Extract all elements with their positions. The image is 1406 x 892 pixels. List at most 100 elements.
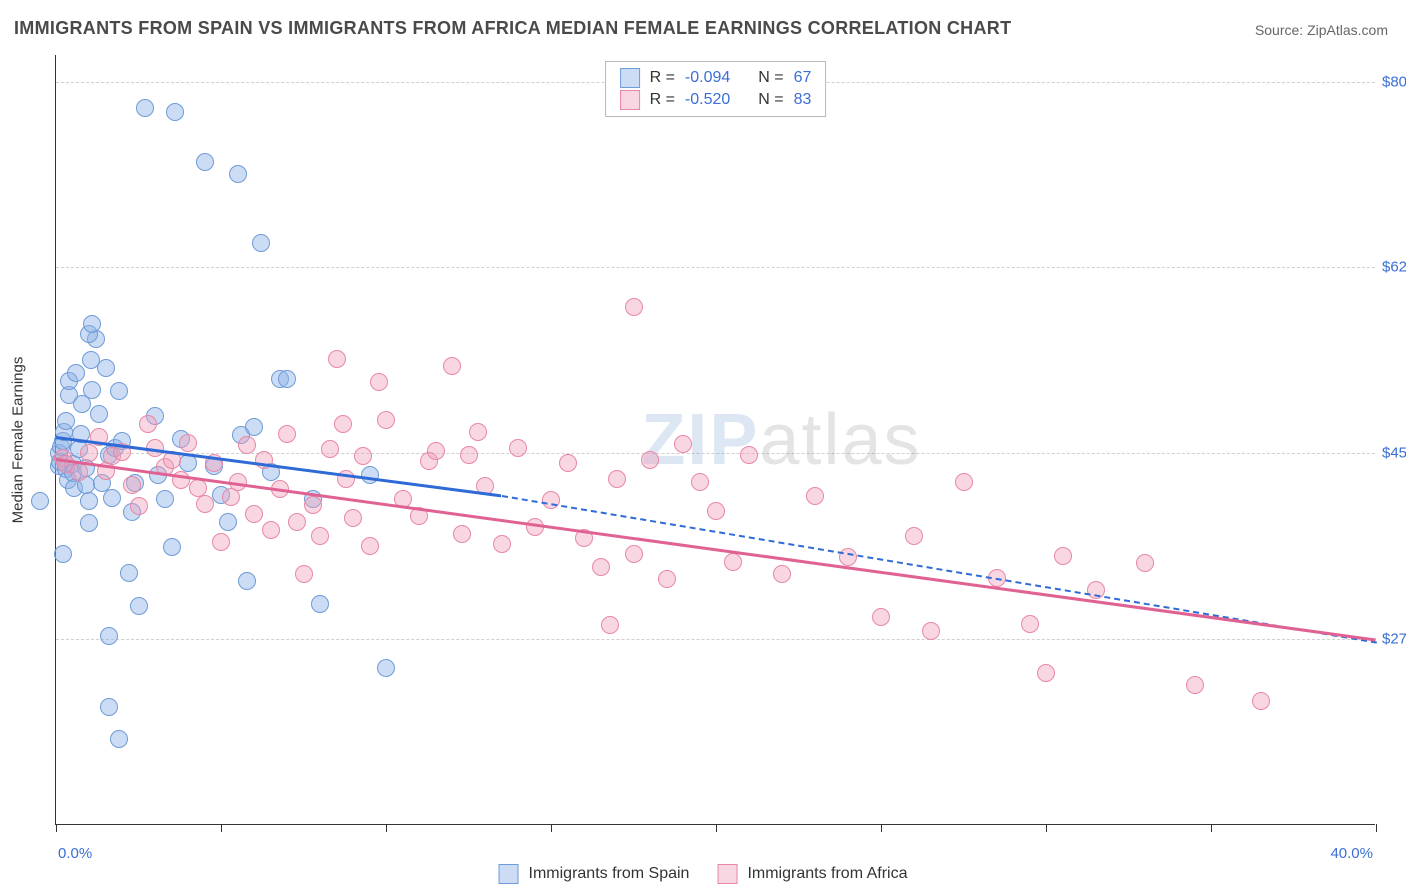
grid-line [56, 639, 1375, 640]
scatter-point-spain [278, 370, 296, 388]
y-axis-title: Median Female Earnings [10, 356, 27, 523]
x-tick [1046, 824, 1047, 832]
plot-area: ZIPatlas Median Female Earnings R = -0.0… [55, 55, 1375, 825]
scatter-point-spain [67, 364, 85, 382]
n-value-spain: 67 [794, 69, 812, 87]
scatter-point-africa [245, 505, 263, 523]
legend-label-spain: Immigrants from Spain [529, 865, 690, 883]
swatch-africa [620, 90, 640, 110]
legend-item-spain: Immigrants from Spain [499, 864, 690, 884]
scatter-point-africa [196, 495, 214, 513]
x-tick [716, 824, 717, 832]
scatter-point-spain [103, 489, 121, 507]
scatter-point-spain [163, 538, 181, 556]
scatter-point-spain [83, 315, 101, 333]
n-label: N = [758, 69, 783, 87]
scatter-point-spain [110, 730, 128, 748]
scatter-point-africa [707, 502, 725, 520]
scatter-point-africa [139, 415, 157, 433]
scatter-point-africa [1037, 664, 1055, 682]
scatter-point-africa [905, 527, 923, 545]
scatter-point-africa [278, 425, 296, 443]
scatter-point-africa [453, 525, 471, 543]
scatter-point-africa [130, 497, 148, 515]
watermark-part1: ZIP [641, 400, 759, 480]
scatter-point-africa [509, 439, 527, 457]
r-label: R = [650, 91, 675, 109]
scatter-point-spain [166, 103, 184, 121]
scatter-point-africa [955, 473, 973, 491]
scatter-point-spain [120, 564, 138, 582]
swatch-africa [717, 864, 737, 884]
legend-label-africa: Immigrants from Africa [747, 865, 907, 883]
scatter-point-spain [245, 418, 263, 436]
scatter-point-spain [156, 490, 174, 508]
scatter-point-africa [354, 447, 372, 465]
scatter-point-africa [658, 570, 676, 588]
source-name: ZipAtlas.com [1307, 22, 1388, 38]
scatter-point-africa [334, 415, 352, 433]
scatter-point-spain [54, 545, 72, 563]
grid-line [56, 267, 1375, 268]
scatter-point-africa [1252, 692, 1270, 710]
scatter-point-africa [212, 533, 230, 551]
scatter-point-africa [377, 411, 395, 429]
scatter-point-africa [493, 535, 511, 553]
x-tick [386, 824, 387, 832]
watermark-part2: atlas [759, 400, 921, 480]
scatter-point-africa [592, 558, 610, 576]
scatter-point-spain [100, 627, 118, 645]
chart-container: IMMIGRANTS FROM SPAIN VS IMMIGRANTS FROM… [0, 0, 1406, 892]
swatch-spain [620, 68, 640, 88]
x-tick-label: 40.0% [1330, 845, 1373, 862]
scatter-point-spain [136, 99, 154, 117]
scatter-point-africa [1186, 676, 1204, 694]
scatter-point-africa [361, 537, 379, 555]
swatch-spain [499, 864, 519, 884]
scatter-point-africa [559, 454, 577, 472]
legend-stats-row-spain: R = -0.094 N = 67 [620, 67, 812, 89]
trend-line [56, 459, 1376, 640]
x-tick [221, 824, 222, 832]
scatter-point-africa [601, 616, 619, 634]
scatter-point-africa [625, 298, 643, 316]
scatter-point-spain [252, 234, 270, 252]
scatter-point-africa [288, 513, 306, 531]
scatter-point-spain [110, 382, 128, 400]
legend-series: Immigrants from Spain Immigrants from Af… [499, 864, 908, 884]
scatter-point-africa [641, 451, 659, 469]
scatter-point-africa [674, 435, 692, 453]
scatter-point-spain [311, 595, 329, 613]
scatter-point-africa [1021, 615, 1039, 633]
scatter-point-africa [922, 622, 940, 640]
scatter-point-spain [83, 381, 101, 399]
r-label: R = [650, 69, 675, 87]
x-tick [56, 824, 57, 832]
n-label: N = [758, 91, 783, 109]
n-value-africa: 83 [794, 91, 812, 109]
scatter-point-africa [321, 440, 339, 458]
scatter-point-africa [238, 436, 256, 454]
y-tick-label: $80,000 [1382, 73, 1406, 90]
scatter-point-spain [31, 492, 49, 510]
scatter-point-africa [427, 442, 445, 460]
scatter-point-spain [57, 412, 75, 430]
legend-stats-row-africa: R = -0.520 N = 83 [620, 89, 812, 111]
scatter-point-africa [872, 608, 890, 626]
scatter-point-spain [90, 405, 108, 423]
scatter-point-africa [344, 509, 362, 527]
grid-line [56, 453, 1375, 454]
y-tick-label: $62,500 [1382, 259, 1406, 276]
scatter-point-africa [724, 553, 742, 571]
scatter-point-africa [70, 463, 88, 481]
source-attribution: Source: ZipAtlas.com [1255, 22, 1388, 38]
y-tick-label: $45,000 [1382, 445, 1406, 462]
x-tick [881, 824, 882, 832]
scatter-point-spain [97, 359, 115, 377]
r-value-spain: -0.094 [685, 69, 730, 87]
legend-stats: R = -0.094 N = 67 R = -0.520 N = 83 [605, 61, 827, 117]
scatter-point-spain [361, 466, 379, 484]
scatter-point-africa [773, 565, 791, 583]
x-tick [551, 824, 552, 832]
r-value-africa: -0.520 [685, 91, 730, 109]
